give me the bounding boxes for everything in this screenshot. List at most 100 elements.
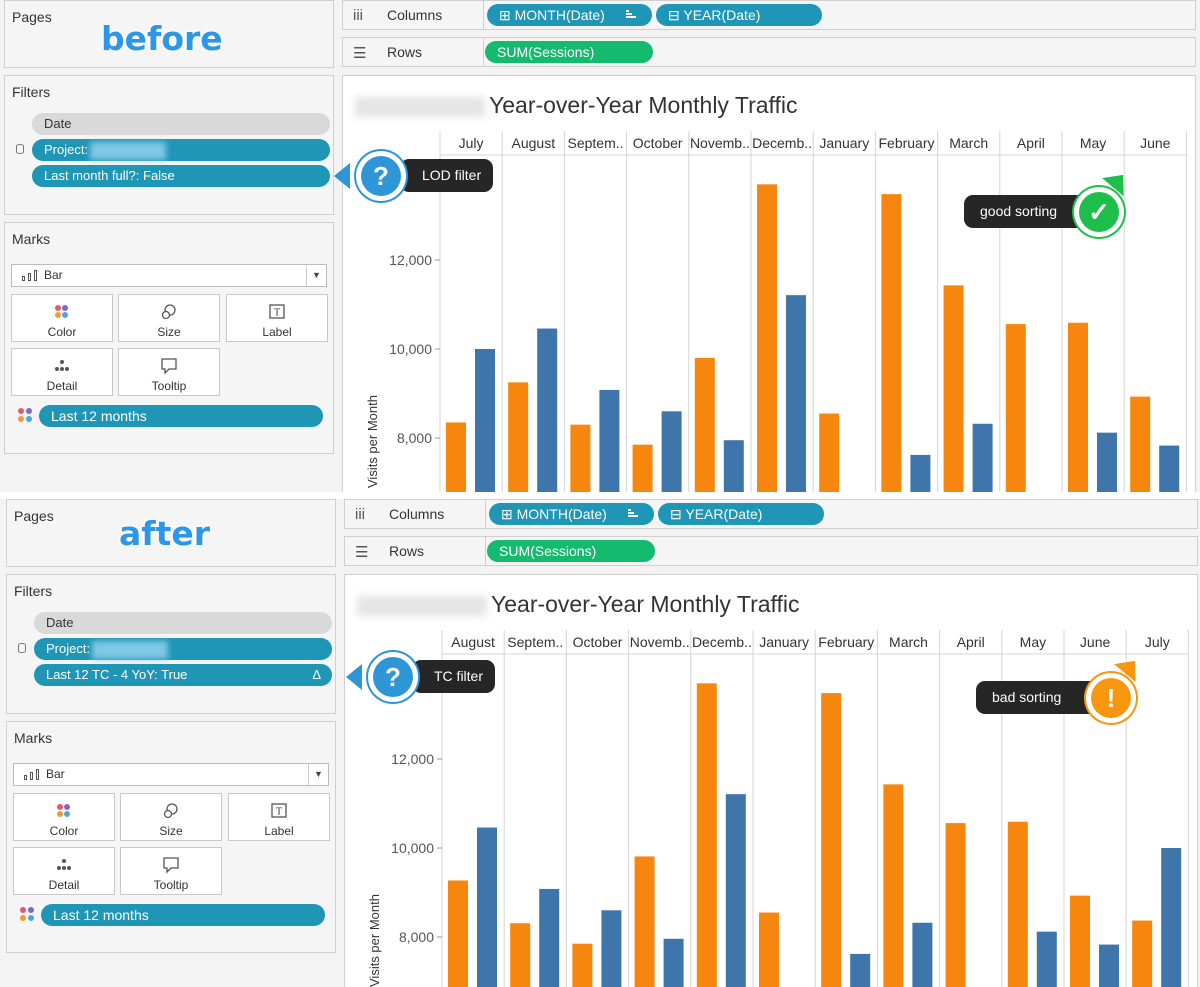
bar-prior-year[interactable]: [572, 943, 593, 987]
month-header[interactable]: March: [949, 135, 988, 151]
bar-prior-year[interactable]: [1130, 396, 1151, 492]
month-header[interactable]: April: [957, 634, 985, 650]
bar-current-year[interactable]: [786, 295, 806, 492]
bar-chart-icon: [22, 270, 38, 281]
bar-prior-year[interactable]: [821, 693, 842, 987]
bar-current-year[interactable]: [477, 827, 497, 987]
bar-prior-year[interactable]: [634, 856, 655, 987]
month-header[interactable]: August: [512, 135, 556, 151]
column-pill[interactable]: ⊟ YEAR(Date): [658, 503, 824, 525]
month-header[interactable]: Decemb..: [752, 135, 812, 151]
columns-icon: iii: [355, 506, 365, 523]
bar-prior-year[interactable]: [508, 382, 529, 492]
column-pill[interactable]: ⊞ MONTH(Date): [487, 4, 652, 26]
bar-current-year[interactable]: [1097, 432, 1117, 492]
bar-prior-year[interactable]: [943, 285, 964, 492]
bar-prior-year[interactable]: [759, 912, 779, 987]
bar-current-year[interactable]: [1099, 944, 1119, 987]
bar-current-year[interactable]: [601, 910, 622, 987]
bar-prior-year[interactable]: [819, 413, 840, 492]
bar-prior-year[interactable]: [1070, 895, 1090, 987]
marks-card: Marks Bar ▼ Color Size T Label Detail Tooltip Las…: [6, 721, 336, 953]
bar-current-year[interactable]: [599, 389, 620, 492]
month-header[interactable]: January: [819, 135, 869, 151]
month-header[interactable]: August: [451, 634, 495, 650]
size-icon: [121, 800, 221, 822]
bar-current-year[interactable]: [725, 794, 746, 987]
bar-prior-year[interactable]: [632, 444, 653, 492]
filter-pill[interactable]: Date: [34, 612, 332, 634]
month-header[interactable]: October: [573, 634, 623, 650]
bar-prior-year[interactable]: [1005, 324, 1026, 492]
color-pill[interactable]: Last 12 months: [39, 405, 323, 427]
month-header[interactable]: July: [1145, 634, 1170, 650]
color-button[interactable]: Color: [11, 294, 113, 342]
bar-current-year[interactable]: [912, 922, 933, 987]
month-header[interactable]: June: [1080, 634, 1111, 650]
month-header[interactable]: May: [1020, 634, 1046, 650]
month-header[interactable]: January: [759, 634, 809, 650]
label-button[interactable]: T Label: [226, 294, 328, 342]
month-header[interactable]: March: [889, 634, 928, 650]
bar-current-year[interactable]: [1161, 848, 1182, 987]
bar-prior-year[interactable]: [570, 424, 591, 492]
color-button[interactable]: Color: [13, 793, 115, 841]
bar-current-year[interactable]: [539, 888, 560, 987]
bar-current-year[interactable]: [972, 423, 993, 492]
filter-pill[interactable]: Last 12 TC - 4 YoY: True Δ: [34, 664, 332, 686]
bar-prior-year[interactable]: [446, 422, 466, 492]
bar-current-year[interactable]: [1159, 445, 1180, 492]
bar-current-year[interactable]: [850, 953, 871, 987]
filter-pill[interactable]: Last month full?: False: [32, 165, 330, 187]
panel-separator: [0, 492, 1200, 499]
bar-current-year[interactable]: [537, 328, 558, 492]
month-header[interactable]: Septem..: [507, 634, 563, 650]
month-header[interactable]: April: [1017, 135, 1045, 151]
column-pill[interactable]: ⊞ MONTH(Date): [489, 503, 654, 525]
size-button[interactable]: Size: [120, 793, 222, 841]
month-header[interactable]: Septem..: [567, 135, 623, 151]
mark-type-select[interactable]: Bar ▼: [11, 264, 327, 287]
filter-pill[interactable]: Project:: [34, 638, 332, 660]
bar-prior-year[interactable]: [945, 823, 966, 987]
filter-pill[interactable]: Project:: [32, 139, 330, 161]
bar-prior-year[interactable]: [694, 357, 715, 492]
bar-prior-year[interactable]: [1007, 821, 1028, 987]
bar-prior-year[interactable]: [448, 880, 468, 987]
bar-current-year[interactable]: [475, 349, 495, 492]
detail-button[interactable]: Detail: [11, 348, 113, 396]
filter-pill[interactable]: Date: [32, 113, 330, 135]
row-pill[interactable]: SUM(Sessions): [487, 540, 655, 562]
row-pill[interactable]: SUM(Sessions): [485, 41, 653, 63]
bar-prior-year[interactable]: [696, 683, 717, 987]
bar-prior-year[interactable]: [883, 784, 904, 987]
bar-current-year[interactable]: [723, 440, 744, 492]
bar-prior-year[interactable]: [1132, 920, 1153, 987]
bar-prior-year[interactable]: [881, 194, 902, 492]
month-header[interactable]: October: [633, 135, 683, 151]
bar-current-year[interactable]: [910, 454, 931, 492]
bar-prior-year[interactable]: [1068, 322, 1088, 492]
size-button[interactable]: Size: [118, 294, 220, 342]
month-header[interactable]: February: [818, 634, 874, 650]
bar-prior-year[interactable]: [510, 923, 531, 987]
tooltip-button[interactable]: Tooltip: [120, 847, 222, 895]
bar-current-year[interactable]: [661, 411, 682, 492]
label-icon: T: [229, 800, 329, 822]
bar-current-year[interactable]: [1036, 931, 1057, 987]
month-header[interactable]: June: [1140, 135, 1171, 151]
month-header[interactable]: July: [459, 135, 484, 151]
label-button[interactable]: T Label: [228, 793, 330, 841]
month-header[interactable]: Decemb..: [692, 634, 752, 650]
detail-button[interactable]: Detail: [13, 847, 115, 895]
color-pill[interactable]: Last 12 months: [41, 904, 325, 926]
tooltip-button[interactable]: Tooltip: [118, 348, 220, 396]
column-pill[interactable]: ⊟ YEAR(Date): [656, 4, 822, 26]
month-header[interactable]: Novemb..: [690, 135, 750, 151]
bar-current-year[interactable]: [663, 938, 684, 987]
mark-type-select[interactable]: Bar ▼: [13, 763, 329, 786]
month-header[interactable]: February: [878, 135, 934, 151]
bar-prior-year[interactable]: [757, 184, 777, 492]
month-header[interactable]: May: [1080, 135, 1106, 151]
month-header[interactable]: Novemb..: [630, 634, 690, 650]
